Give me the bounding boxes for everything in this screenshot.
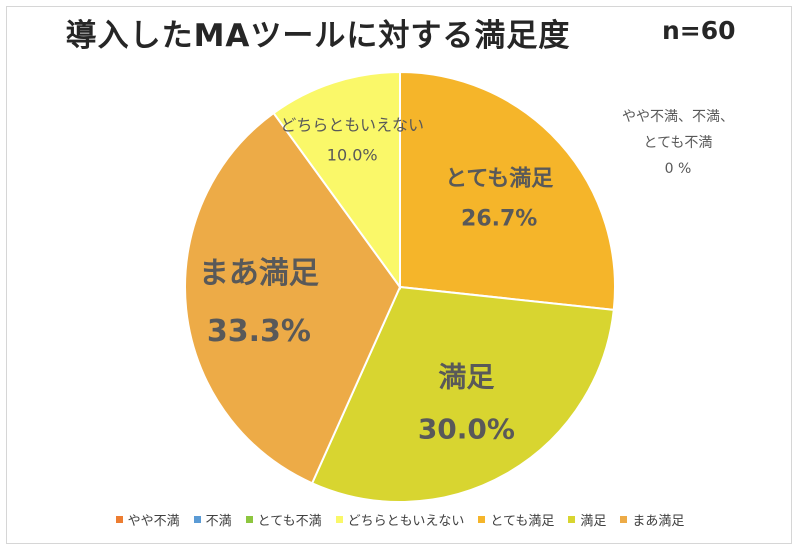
legend-swatch [335,516,343,523]
legend-item: まあ満足 [620,510,684,529]
legend-swatch [115,516,123,523]
zero-note-line: やや不満、不満、 [622,109,734,125]
slice-category-label: とても満足 [445,166,553,192]
legend-item: やや不満 [115,510,180,529]
sample-size: n=60 [662,16,736,45]
pie-slice [184,111,402,485]
legend-swatch [478,516,486,523]
legend-item: とても不満 [245,510,322,529]
legend-swatch [245,516,253,523]
pie-slice [310,285,615,503]
legend-label: とても満足 [490,514,555,529]
slice-category-label: 満足 [438,360,494,393]
zero-note-line: とても不満 [644,135,713,151]
pie-slice [399,70,616,312]
legend-label: まあ満足 [632,514,685,529]
legend-label: 満足 [580,514,607,529]
slice-value-label: 26.7% [461,207,537,232]
legend-label: とても不満 [257,514,322,529]
legend-label: やや不満 [127,514,180,529]
chart-legend: やや不満 不満 とても不満 どちらともいえない とても満足 満足 まあ満足 [0,510,800,529]
legend-label: どちらともいえない [347,514,465,529]
legend-label: 不満 [205,514,232,529]
legend-item: どちらともいえない [335,510,465,529]
zero-note-line: 0 % [665,161,692,177]
legend-item: 不満 [193,510,232,529]
chart-title: 導入したMAツールに対する満足度 [65,18,571,54]
slice-value-label: 10.0% [327,145,378,164]
legend-item: とても満足 [478,510,554,529]
slice-value-label: 33.3% [207,314,311,349]
legend-item: 満足 [568,510,606,529]
slice-category-label: まあ満足 [199,256,319,291]
slice-value-label: 30.0% [418,412,515,445]
pie-slice [272,70,401,291]
legend-swatch [620,516,628,523]
zero-note: やや不満、不満、とても不満 0 % [622,109,734,177]
legend-swatch [568,516,576,523]
legend-swatch [193,516,201,523]
slice-category-label: どちらともいえない [280,115,424,134]
